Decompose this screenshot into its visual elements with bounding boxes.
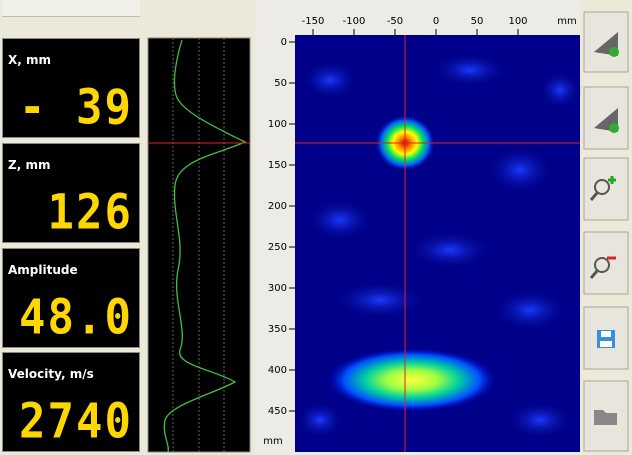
z-tick-label: 50	[274, 78, 287, 89]
z-tick-label: 200	[268, 201, 287, 212]
z-tick-label: 0	[281, 37, 287, 48]
profile-panel	[148, 38, 250, 452]
z-tick-label: 100	[268, 119, 287, 130]
zoom-out-button[interactable]	[584, 232, 628, 294]
app-window: X, mm - 39 Z, mm 126 Amplitude 48.0 Velo…	[0, 0, 632, 455]
x-tick-label: -150	[302, 16, 325, 27]
x-tick-label: 50	[471, 16, 484, 27]
x-tick-label: -100	[343, 16, 366, 27]
z-tick-label: 400	[268, 365, 287, 376]
z-tick-label: 150	[268, 160, 287, 171]
scan-view: -150 -100 -50 0 50 100 mm 0 50 100 150 200 250 300 350…	[0, 0, 632, 455]
x-tick-label: 100	[508, 16, 527, 27]
x-unit: mm	[557, 16, 576, 27]
z-tick-label: 350	[268, 324, 287, 335]
x-tick-label: -50	[387, 16, 403, 27]
z-tick-label: 250	[268, 242, 287, 253]
z-tick-label: 450	[268, 406, 287, 417]
x-tick-label: 0	[433, 16, 439, 27]
zoom-in-button[interactable]	[584, 158, 628, 220]
z-tick-label: 300	[268, 283, 287, 294]
toolbar	[584, 12, 628, 451]
z-unit: mm	[263, 436, 282, 447]
